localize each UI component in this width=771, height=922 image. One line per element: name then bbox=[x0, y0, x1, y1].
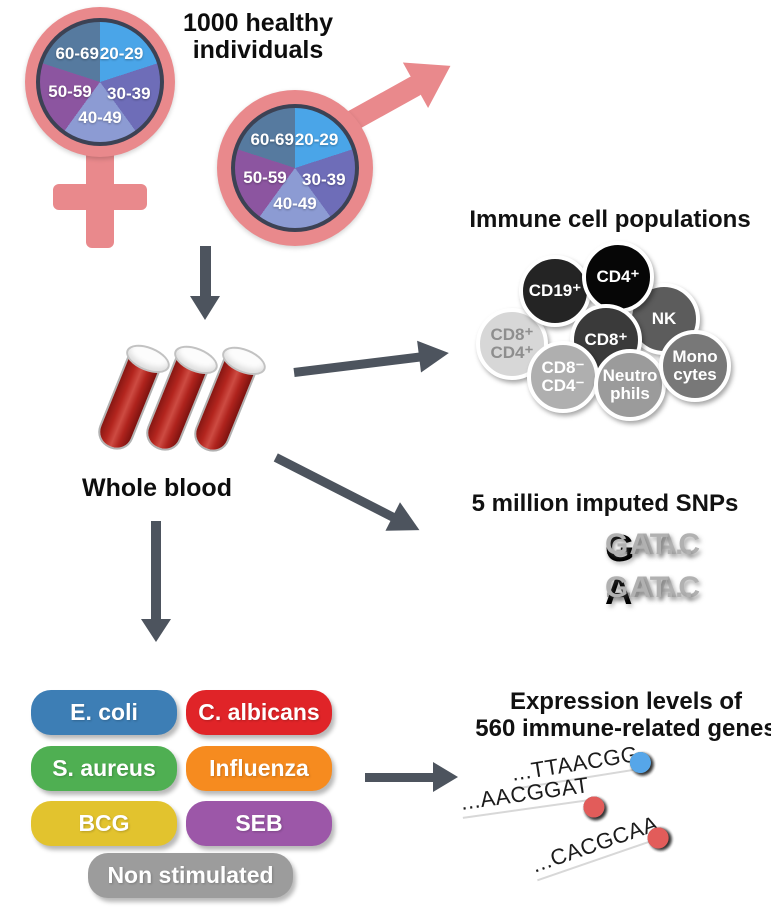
cell-circle-cd4: CD4⁺ bbox=[582, 241, 654, 313]
arrow-head bbox=[190, 296, 220, 320]
stimulus-pill-seb: SEB bbox=[186, 801, 332, 846]
arrow-shaft bbox=[365, 773, 435, 782]
sequence-suffix: GAT... bbox=[605, 571, 694, 604]
arrow-cohort-to-blood bbox=[190, 246, 222, 321]
age-slice-label-30-39: 30-39 bbox=[302, 170, 346, 189]
cell-circle-monocytes: Mono cytes bbox=[659, 330, 731, 402]
age-slice-label-40-49: 40-49 bbox=[273, 194, 317, 213]
arrow-blood-to-immune-cells bbox=[292, 337, 455, 388]
stimulus-pill-influenza: Influenza bbox=[186, 746, 332, 791]
immune-populations-title: Immune cell populations bbox=[469, 206, 751, 233]
age-slice-label-60-69: 60-69 bbox=[250, 130, 294, 150]
arrow-head bbox=[417, 337, 451, 373]
arrow-shaft bbox=[151, 521, 161, 619]
cell-circle-cd8neg-cd4neg: CD8⁻ CD4⁻ bbox=[527, 341, 599, 413]
stimulus-pill-bcg: BCG bbox=[31, 801, 177, 846]
arrow-head bbox=[433, 762, 458, 792]
arrow-shaft bbox=[273, 453, 397, 522]
arrow-stimuli-to-expression bbox=[365, 762, 460, 793]
age-slice-label-20-29: 20-29 bbox=[294, 130, 339, 150]
snp-allele: G bbox=[605, 528, 636, 570]
arrow-blood-to-snps bbox=[269, 443, 431, 546]
stimulus-pill-calbicans: C. albicans bbox=[186, 690, 332, 735]
age-slice-label-50-59: 50-59 bbox=[48, 81, 92, 101]
sequence-suffix: GAT... bbox=[605, 528, 694, 561]
arrow-head bbox=[385, 502, 427, 545]
stimulus-pill-saureus: S. aureus bbox=[31, 746, 177, 791]
arrow-shaft bbox=[293, 352, 422, 377]
stimulus-pill-ecoli: E. coli bbox=[31, 690, 177, 735]
cohort-title: 1000 healthy individuals bbox=[182, 9, 334, 64]
female-age-pie-chart: 20-29 30-39 40-49 50-59 60-69 bbox=[36, 18, 164, 146]
expression-title: Expression levels of 560 immune-related … bbox=[475, 688, 771, 742]
age-slice-label-60-69: 60-69 bbox=[55, 44, 99, 64]
snp-allele: A bbox=[605, 571, 634, 613]
arrow-head bbox=[141, 619, 171, 642]
snps-title: 5 million imputed SNPs bbox=[471, 490, 739, 517]
age-slice-label-40-49: 40-49 bbox=[78, 108, 122, 127]
age-slice-label-30-39: 30-39 bbox=[107, 84, 151, 103]
sequence-prefix: ...AAC bbox=[605, 571, 701, 604]
cell-circle-neutrophils: Neutro phils bbox=[594, 349, 666, 421]
arrow-blood-to-stimuli bbox=[141, 521, 173, 643]
male-age-pie-chart: 20-29 30-39 40-49 50-59 60-69 bbox=[231, 104, 359, 232]
arrow-shaft bbox=[200, 246, 211, 296]
sequence-prefix: ...AAC bbox=[605, 528, 701, 561]
gene-sequence-3: ...CACGCAA bbox=[528, 810, 663, 882]
red-expression-dot bbox=[582, 796, 605, 819]
stimulus-pill-non-stimulated: Non stimulated bbox=[88, 853, 293, 898]
female-symbol-crossbar bbox=[53, 184, 147, 210]
age-slice-label-20-29: 20-29 bbox=[99, 44, 144, 64]
age-slice-label-50-59: 50-59 bbox=[243, 167, 287, 187]
whole-blood-label: Whole blood bbox=[82, 474, 232, 502]
